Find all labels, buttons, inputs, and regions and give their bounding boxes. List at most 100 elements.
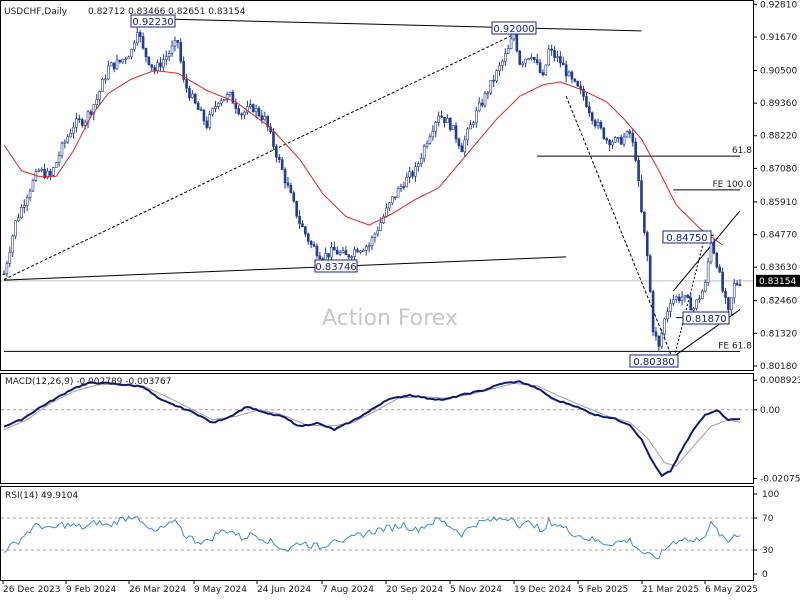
price-tick-label: 0.88220 xyxy=(760,132,797,142)
candle xyxy=(721,267,724,293)
candle xyxy=(622,132,626,147)
candle xyxy=(466,127,469,146)
candle xyxy=(506,44,510,54)
candle xyxy=(727,296,730,315)
candle xyxy=(460,142,464,153)
macd-tick-label: -0.020759 xyxy=(760,475,800,485)
candle xyxy=(538,58,542,74)
candle xyxy=(292,190,296,203)
x-tick-label: 9 May 2024 xyxy=(194,585,247,595)
candle xyxy=(141,32,145,50)
candle xyxy=(107,60,110,81)
candle xyxy=(614,136,617,143)
channel-upper-line xyxy=(672,210,741,292)
candle xyxy=(214,100,217,113)
svg-text:0.92230: 0.92230 xyxy=(132,17,173,28)
candle xyxy=(454,122,458,143)
candle xyxy=(567,70,571,77)
candle xyxy=(437,111,440,127)
svg-text:0.84750: 0.84750 xyxy=(666,233,707,244)
macd-line xyxy=(3,380,741,478)
candle xyxy=(643,211,646,235)
candle xyxy=(388,202,391,211)
candle xyxy=(590,111,594,125)
candle xyxy=(208,110,212,131)
candle xyxy=(677,293,681,304)
candle xyxy=(376,226,380,237)
candle xyxy=(22,199,26,214)
candle xyxy=(648,253,652,293)
x-tick-label: 5 Nov 2024 xyxy=(450,585,502,595)
candle xyxy=(695,299,698,311)
candle xyxy=(611,139,614,150)
candle xyxy=(367,242,371,253)
candle xyxy=(408,166,411,184)
candle xyxy=(173,36,177,52)
candle xyxy=(698,294,701,304)
candle xyxy=(153,65,156,75)
candle xyxy=(341,246,345,254)
x-tick-label: 20 Sep 2024 xyxy=(386,585,443,595)
candle xyxy=(25,194,29,212)
candle xyxy=(631,128,635,147)
label-swing-low: 0.81870 xyxy=(682,311,730,325)
last-price-marker: 0.83154 xyxy=(756,274,800,287)
candle xyxy=(202,109,206,126)
candle xyxy=(616,136,620,143)
candle xyxy=(689,292,693,311)
candle xyxy=(98,90,101,105)
candle xyxy=(11,234,14,258)
macd-title: MACD(12,26,9) -0.002789 -0.003767 xyxy=(5,377,171,387)
candle xyxy=(419,153,423,168)
candle xyxy=(272,128,275,151)
candle xyxy=(205,116,209,130)
chart-header-symbol: USDCHF,Daily xyxy=(4,7,68,17)
price-tick-label: 0.89360 xyxy=(760,99,797,109)
candle xyxy=(706,257,710,286)
candle xyxy=(234,98,238,114)
price-tick-label: 0.82460 xyxy=(760,297,797,307)
candle xyxy=(469,120,472,130)
candle xyxy=(428,133,432,145)
candle xyxy=(63,139,67,149)
label-low-apr: 0.80380 xyxy=(629,354,679,368)
candle xyxy=(732,278,736,304)
candle xyxy=(57,151,61,167)
candle xyxy=(315,243,319,259)
candle xyxy=(564,60,568,83)
candle xyxy=(225,91,229,103)
candle xyxy=(417,161,420,172)
candle xyxy=(440,110,443,118)
candle xyxy=(608,138,611,151)
candle xyxy=(527,58,530,61)
chart-header-ohlc: 0.82712 0.83466 0.82651 0.83154 xyxy=(88,7,246,17)
candle xyxy=(585,91,588,108)
candle xyxy=(475,107,478,128)
candle xyxy=(147,56,151,66)
candle xyxy=(472,120,475,128)
candle xyxy=(75,112,78,133)
candle xyxy=(60,141,64,159)
dashed-swing-line xyxy=(565,96,674,361)
candle xyxy=(347,254,351,260)
candle xyxy=(333,241,336,251)
candle xyxy=(306,232,310,245)
candle xyxy=(651,289,655,336)
candle xyxy=(674,295,678,303)
candle xyxy=(170,40,174,57)
macd-tick-label: 0.008923 xyxy=(760,376,800,386)
label-fib-618: 61.8 xyxy=(732,146,752,156)
label-low-aug: 0.83746 xyxy=(314,259,358,273)
candle xyxy=(112,62,116,73)
candle xyxy=(350,255,354,261)
candle xyxy=(414,162,417,182)
candle xyxy=(634,137,637,163)
candle xyxy=(179,38,183,64)
candle xyxy=(477,97,481,113)
candle xyxy=(486,91,490,100)
candle xyxy=(399,183,403,192)
dashed-trendline xyxy=(3,27,529,280)
candle xyxy=(54,162,58,169)
candle xyxy=(211,107,214,117)
